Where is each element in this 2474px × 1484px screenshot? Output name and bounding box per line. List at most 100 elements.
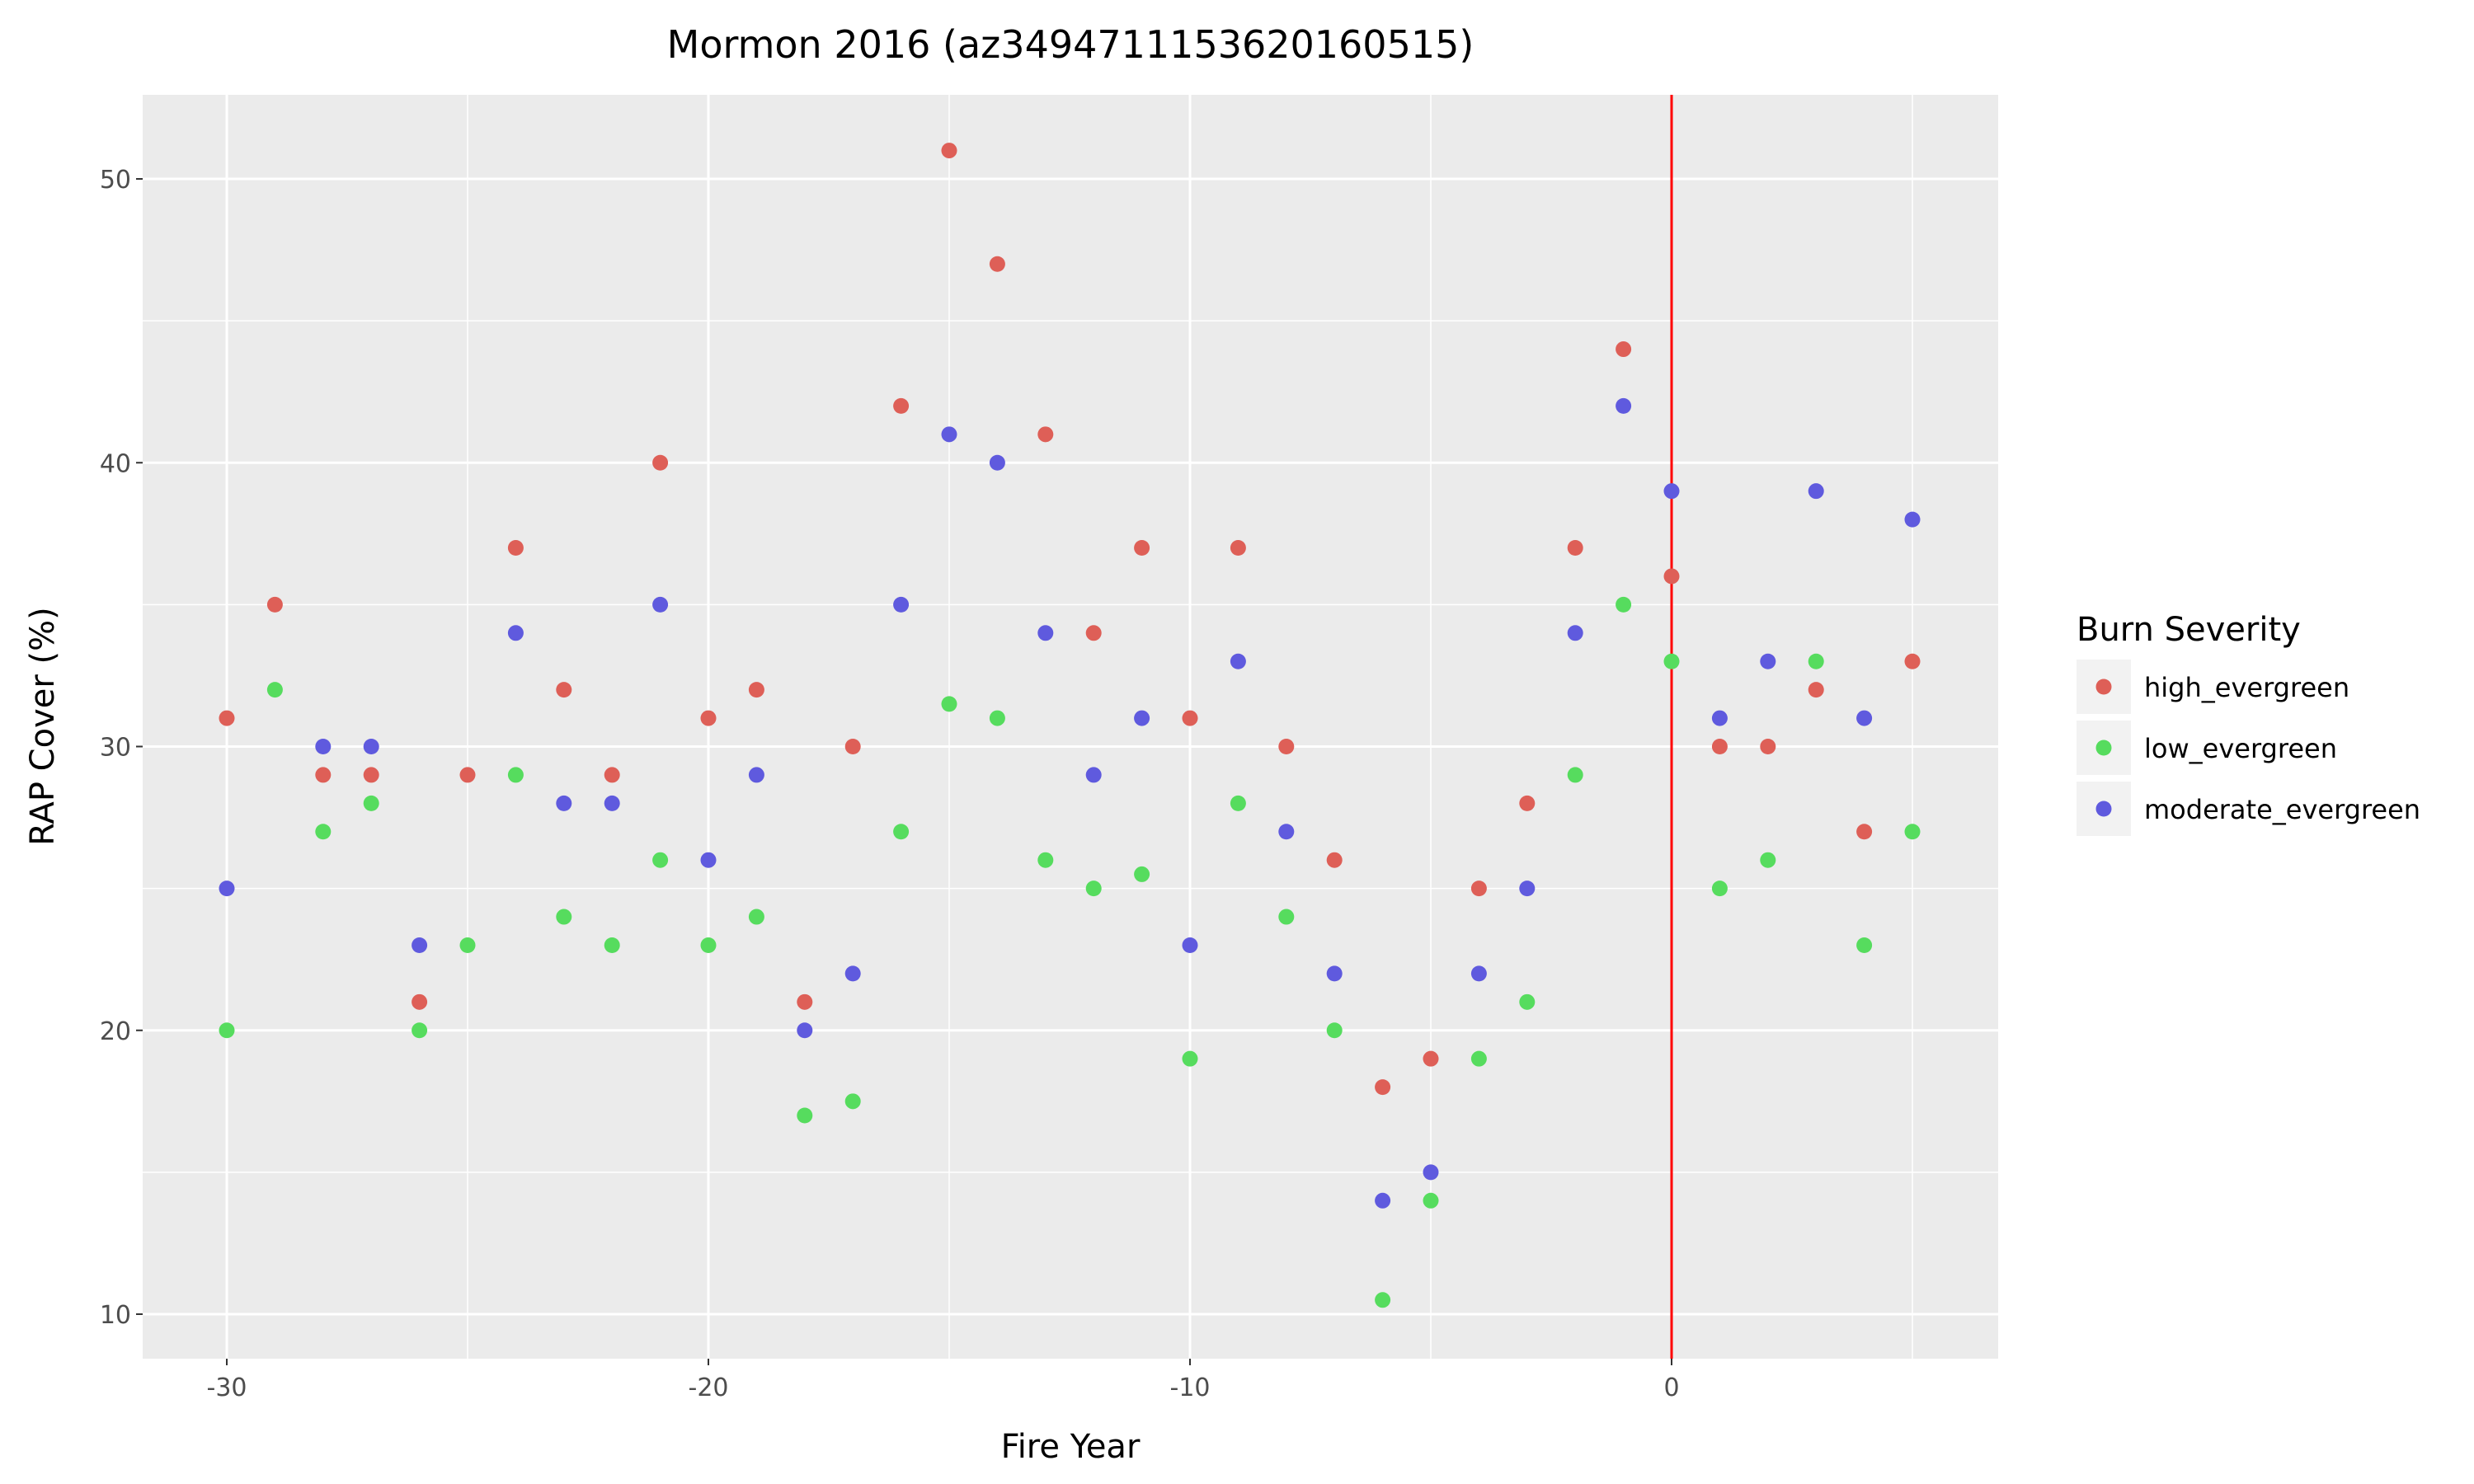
x-tick-label: -20 — [689, 1374, 729, 1402]
point-moderate_evergreen — [893, 596, 910, 613]
point-high_evergreen — [1134, 540, 1150, 556]
point-moderate_evergreen — [748, 767, 764, 783]
point-low_evergreen — [459, 937, 476, 953]
point-moderate_evergreen — [363, 739, 379, 754]
point-moderate_evergreen — [1085, 767, 1102, 783]
point-high_evergreen — [315, 767, 332, 783]
point-low_evergreen — [412, 1022, 428, 1039]
point-high_evergreen — [1326, 852, 1343, 868]
point-moderate_evergreen — [1134, 710, 1150, 726]
point-moderate_evergreen — [1423, 1164, 1439, 1181]
point-moderate_evergreen — [700, 852, 717, 868]
point-high_evergreen — [1711, 739, 1728, 754]
y-tick-label: 30 — [100, 734, 131, 763]
point-low_evergreen — [1182, 1050, 1198, 1067]
point-high_evergreen — [893, 397, 910, 414]
x-axis-label: Fire Year — [1001, 1428, 1141, 1466]
legend-marker-high_evergreen — [2095, 679, 2112, 695]
point-moderate_evergreen — [1182, 937, 1198, 953]
point-low_evergreen — [1423, 1192, 1439, 1209]
y-tick-label: 10 — [100, 1301, 131, 1330]
legend-label-low_evergreen: low_evergreen — [2144, 733, 2337, 764]
point-low_evergreen — [1470, 1050, 1487, 1067]
point-low_evergreen — [1760, 852, 1776, 868]
point-low_evergreen — [1278, 909, 1295, 925]
point-high_evergreen — [989, 256, 1005, 272]
point-high_evergreen — [604, 767, 620, 783]
point-high_evergreen — [1760, 739, 1776, 754]
point-high_evergreen — [556, 682, 572, 698]
point-low_evergreen — [1856, 937, 1873, 953]
x-tick-label: 0 — [1663, 1374, 1679, 1402]
legend-label-moderate_evergreen: moderate_evergreen — [2144, 794, 2420, 825]
point-low_evergreen — [1616, 596, 1632, 613]
point-high_evergreen — [1230, 540, 1246, 556]
point-moderate_evergreen — [941, 426, 957, 443]
point-moderate_evergreen — [315, 739, 332, 754]
point-moderate_evergreen — [1616, 397, 1632, 414]
point-high_evergreen — [412, 993, 428, 1010]
point-low_evergreen — [1519, 993, 1536, 1010]
point-low_evergreen — [1663, 653, 1680, 669]
point-high_evergreen — [797, 993, 813, 1010]
point-moderate_evergreen — [412, 937, 428, 953]
point-low_evergreen — [315, 824, 332, 840]
point-high_evergreen — [1808, 682, 1824, 698]
point-high_evergreen — [1085, 625, 1102, 641]
point-low_evergreen — [844, 1093, 861, 1110]
legend-marker-low_evergreen — [2095, 740, 2112, 756]
point-high_evergreen — [1182, 710, 1198, 726]
point-high_evergreen — [1037, 426, 1054, 443]
point-moderate_evergreen — [1663, 483, 1680, 500]
point-high_evergreen — [748, 682, 764, 698]
point-low_evergreen — [219, 1022, 235, 1039]
y-tick-label: 20 — [100, 1017, 131, 1046]
point-low_evergreen — [1904, 824, 1921, 840]
point-low_evergreen — [652, 852, 669, 868]
point-high_evergreen — [1856, 824, 1873, 840]
point-moderate_evergreen — [1326, 965, 1343, 982]
point-moderate_evergreen — [1519, 881, 1536, 897]
point-low_evergreen — [1375, 1292, 1391, 1308]
y-axis-label: RAP Cover (%) — [24, 607, 62, 845]
point-high_evergreen — [1519, 795, 1536, 811]
point-low_evergreen — [748, 909, 764, 925]
point-low_evergreen — [1037, 852, 1054, 868]
point-low_evergreen — [507, 767, 524, 783]
point-low_evergreen — [604, 937, 620, 953]
point-moderate_evergreen — [1470, 965, 1487, 982]
point-low_evergreen — [989, 710, 1005, 726]
point-low_evergreen — [363, 795, 379, 811]
x-tick-label: -30 — [207, 1374, 247, 1402]
point-low_evergreen — [1808, 653, 1824, 669]
point-moderate_evergreen — [1567, 625, 1583, 641]
point-moderate_evergreen — [1711, 710, 1728, 726]
point-low_evergreen — [700, 937, 717, 953]
legend-marker-moderate_evergreen — [2095, 801, 2112, 817]
plot-panel — [143, 95, 1998, 1359]
point-moderate_evergreen — [556, 795, 572, 811]
point-high_evergreen — [266, 596, 283, 613]
point-moderate_evergreen — [844, 965, 861, 982]
point-high_evergreen — [1904, 653, 1921, 669]
point-high_evergreen — [459, 767, 476, 783]
y-tick-label: 40 — [100, 449, 131, 478]
legend-label-high_evergreen: high_evergreen — [2144, 672, 2349, 703]
point-moderate_evergreen — [652, 596, 669, 613]
point-high_evergreen — [844, 739, 861, 754]
point-moderate_evergreen — [219, 881, 235, 897]
point-low_evergreen — [266, 682, 283, 698]
point-low_evergreen — [1711, 881, 1728, 897]
point-moderate_evergreen — [989, 454, 1005, 471]
point-low_evergreen — [1326, 1022, 1343, 1039]
point-moderate_evergreen — [507, 625, 524, 641]
point-moderate_evergreen — [1904, 511, 1921, 528]
point-high_evergreen — [941, 143, 957, 159]
point-high_evergreen — [1375, 1079, 1391, 1096]
point-high_evergreen — [507, 540, 524, 556]
point-high_evergreen — [1470, 881, 1487, 897]
point-low_evergreen — [1567, 767, 1583, 783]
point-high_evergreen — [219, 710, 235, 726]
point-moderate_evergreen — [1856, 710, 1873, 726]
point-high_evergreen — [1616, 341, 1632, 358]
